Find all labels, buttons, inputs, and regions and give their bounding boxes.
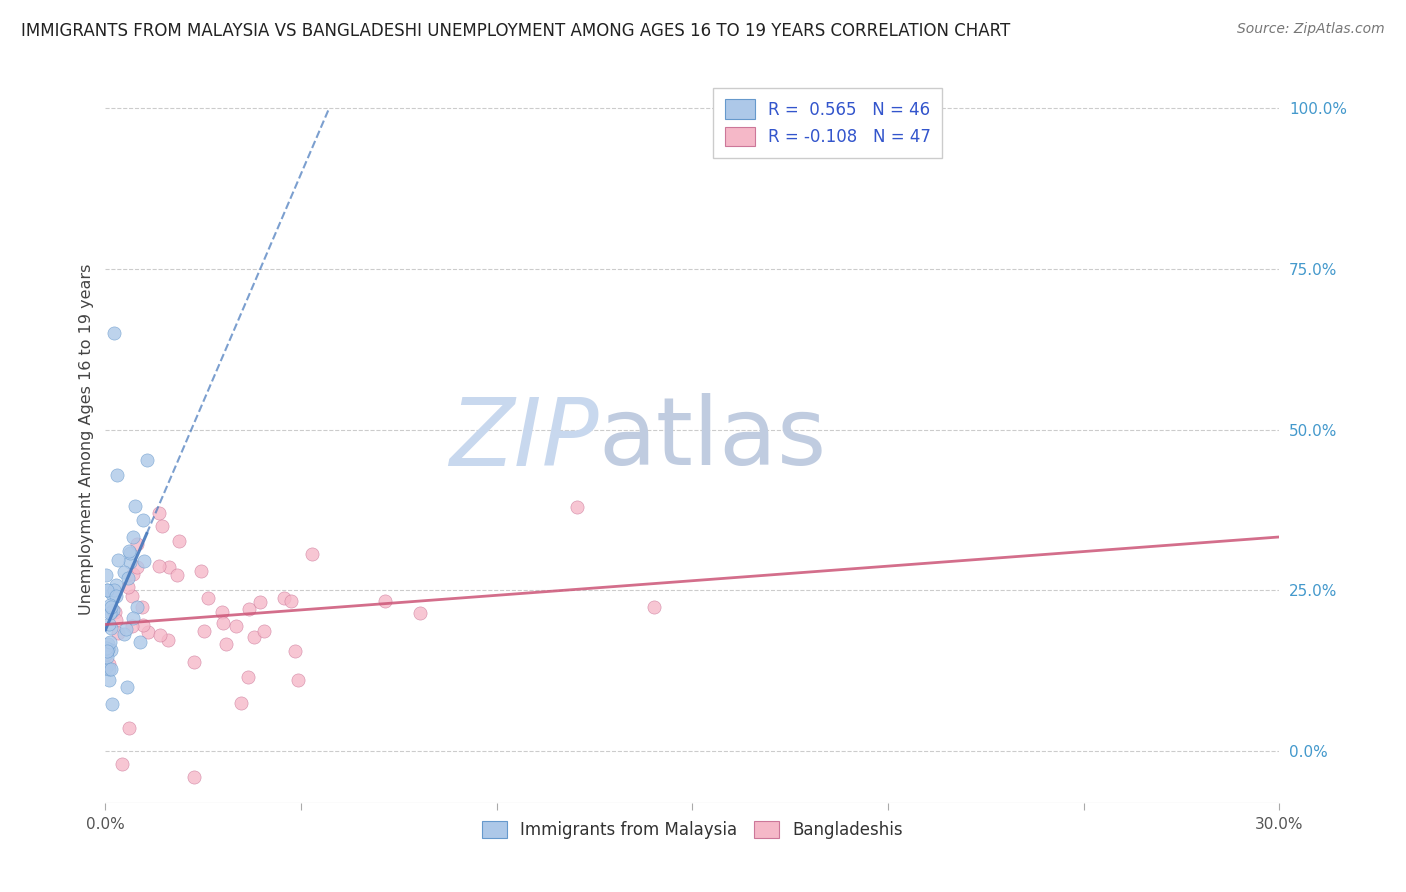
- Point: [121, 619, 143, 633]
- Point: [157, 560, 180, 574]
- Y-axis label: Unemployment Among Ages 16 to 19 years: Unemployment Among Ages 16 to 19 years: [79, 264, 94, 615]
- Point: [122, 529, 145, 543]
- Point: [409, 606, 432, 620]
- Point: [98, 673, 121, 687]
- Point: [104, 613, 127, 627]
- Point: [150, 519, 173, 533]
- Point: [117, 571, 139, 585]
- Point: [148, 506, 170, 520]
- Point: [112, 627, 135, 641]
- Point: [96, 582, 118, 597]
- Point: [100, 663, 122, 677]
- Point: [190, 564, 212, 578]
- Point: [136, 625, 159, 640]
- Point: [374, 593, 396, 607]
- Point: [122, 611, 145, 625]
- Point: [225, 619, 247, 633]
- Point: [167, 534, 190, 549]
- Point: [118, 543, 141, 558]
- Point: [253, 624, 276, 639]
- Point: [148, 628, 170, 642]
- Point: [229, 696, 252, 710]
- Point: [103, 326, 125, 340]
- Point: [129, 635, 152, 649]
- Point: [115, 680, 138, 694]
- Point: [156, 633, 179, 648]
- Point: [148, 558, 170, 573]
- Point: [104, 605, 127, 619]
- Point: [135, 452, 157, 467]
- Point: [107, 552, 129, 566]
- Point: [131, 599, 153, 614]
- Point: [98, 616, 121, 631]
- Point: [100, 587, 122, 601]
- Point: [249, 595, 271, 609]
- Point: [121, 589, 143, 603]
- Point: [94, 568, 117, 582]
- Point: [238, 670, 260, 684]
- Point: [94, 660, 117, 674]
- Point: [212, 616, 235, 631]
- Point: [105, 467, 128, 482]
- Text: IMMIGRANTS FROM MALAYSIA VS BANGLADESHI UNEMPLOYMENT AMONG AGES 16 TO 19 YEARS C: IMMIGRANTS FROM MALAYSIA VS BANGLADESHI …: [21, 22, 1011, 40]
- Legend: Immigrants from Malaysia, Bangladeshis: Immigrants from Malaysia, Bangladeshis: [475, 814, 910, 846]
- Point: [287, 673, 309, 688]
- Point: [121, 566, 143, 581]
- Point: [111, 757, 134, 772]
- Point: [103, 583, 125, 598]
- Point: [131, 513, 153, 527]
- Text: atlas: atlas: [599, 393, 827, 485]
- Point: [117, 580, 139, 594]
- Point: [98, 663, 121, 677]
- Point: [565, 500, 588, 514]
- Point: [183, 655, 205, 669]
- Point: [127, 599, 149, 614]
- Point: [104, 589, 127, 603]
- Point: [118, 555, 141, 569]
- Point: [98, 657, 121, 671]
- Point: [283, 644, 305, 658]
- Point: [643, 600, 665, 615]
- Point: [301, 547, 323, 561]
- Point: [96, 583, 118, 598]
- Point: [132, 618, 155, 632]
- Text: ZIP: ZIP: [449, 393, 599, 485]
- Point: [94, 647, 117, 661]
- Point: [166, 567, 188, 582]
- Point: [101, 603, 124, 617]
- Text: Source: ZipAtlas.com: Source: ZipAtlas.com: [1237, 22, 1385, 37]
- Point: [100, 642, 122, 657]
- Point: [118, 722, 141, 736]
- Point: [94, 640, 117, 655]
- Point: [96, 649, 118, 664]
- Point: [134, 554, 156, 568]
- Point: [127, 537, 149, 551]
- Point: [112, 565, 135, 579]
- Point: [273, 591, 295, 605]
- Point: [100, 621, 122, 635]
- Point: [197, 591, 219, 605]
- Point: [100, 698, 122, 712]
- Point: [100, 605, 122, 619]
- Point: [100, 598, 122, 612]
- Point: [193, 624, 215, 639]
- Point: [242, 630, 264, 644]
- Point: [98, 635, 121, 649]
- Point: [97, 637, 120, 651]
- Point: [280, 594, 302, 608]
- Point: [120, 546, 142, 560]
- Point: [215, 637, 238, 651]
- Point: [238, 602, 260, 616]
- Point: [125, 560, 148, 574]
- Point: [100, 600, 122, 615]
- Point: [97, 641, 120, 656]
- Point: [115, 623, 138, 637]
- Point: [211, 606, 233, 620]
- Point: [98, 607, 121, 621]
- Point: [183, 770, 205, 784]
- Point: [96, 644, 118, 658]
- Point: [107, 625, 129, 640]
- Point: [105, 577, 128, 591]
- Point: [124, 500, 146, 514]
